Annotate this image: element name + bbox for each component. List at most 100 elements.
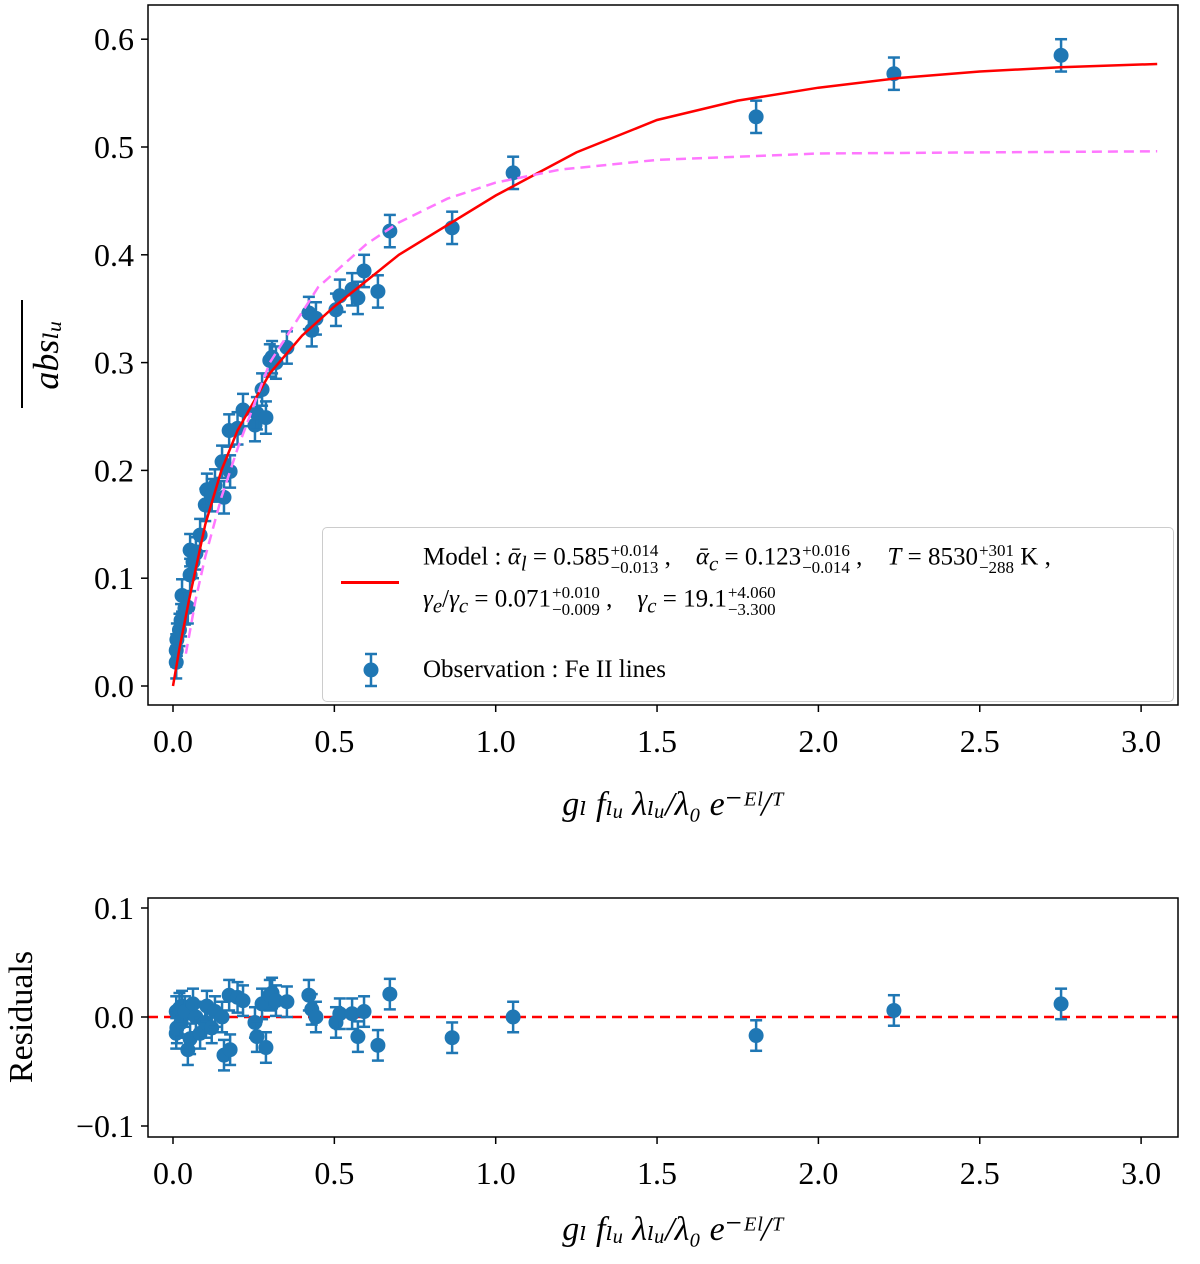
data-point [886, 993, 902, 1027]
gamma-c-sub-ratio: c [458, 593, 469, 618]
data-point [332, 997, 348, 1031]
data-point [258, 400, 274, 435]
x-tick-label: 0.0 [153, 1155, 193, 1191]
data-point [382, 977, 398, 1011]
data-point [350, 1020, 366, 1054]
x-tick-label: 2.5 [960, 723, 1000, 759]
y-tick-label: 0.0 [94, 999, 134, 1035]
data-point [444, 210, 460, 246]
dashed-model-curve [184, 150, 1158, 654]
y-tick-label: 0.4 [94, 237, 134, 273]
alpha-c-value: 0.123 [744, 543, 802, 571]
alpha-l-sub: l [520, 551, 527, 576]
data-point [235, 984, 251, 1018]
point-marker [356, 263, 372, 279]
point-marker [332, 1006, 348, 1022]
point-marker [308, 1009, 324, 1025]
alpha-c-symbol: ᾱ [695, 543, 709, 571]
point-marker [185, 996, 201, 1012]
legend-model-label: Model : [423, 543, 502, 571]
point-marker [268, 993, 284, 1009]
alpha-l-value: 0.585 [553, 543, 610, 571]
gamma-e-symbol: γ [423, 585, 433, 613]
gamma-c-symbol: γ [637, 585, 648, 613]
gamma-c-symbol-ratio: γ [449, 585, 459, 613]
point-marker [1053, 996, 1069, 1012]
y-tick-label: 0.6 [94, 21, 134, 57]
residuals-panel: 0.0 0.5 1.0 1.5 2.0 2.5 3.0 −0.1 0.0 0.1 gₗ fₗᵤ λₗ… [3, 890, 1179, 1248]
legend-model-text: Model : ᾱl = 0.585 +0.014 −0.013 , ᾱc = 0.… [423, 541, 1051, 577]
x-tick-label: 1.0 [476, 723, 516, 759]
data-point [279, 985, 295, 1019]
x-tick-label: 0.0 [153, 723, 193, 759]
data-point [344, 997, 360, 1031]
data-point [370, 274, 386, 309]
point-marker [886, 1002, 902, 1018]
point-marker [222, 1042, 238, 1058]
gamma-c-minus: −3.300 [727, 600, 776, 619]
y-axis-label: absₗᵤ [26, 320, 66, 389]
data-point [444, 1021, 460, 1055]
x-tick-label: 3.0 [1121, 1155, 1161, 1191]
data-point [370, 1028, 386, 1062]
gamma-ratio-value: 0.071 [494, 585, 552, 613]
gamma-ratio-plus: +0.010 [552, 583, 600, 602]
point-marker [505, 1009, 521, 1025]
y-tick-label: 0.3 [94, 345, 134, 381]
point-marker [370, 1037, 386, 1053]
main-panel: 0.0 0.5 1.0 1.5 2.0 2.5 3.0 0.0 0.1 0.2 0.3 0.4 0.5 0… [21, 4, 1179, 823]
x-tick-label: 0.5 [314, 1155, 354, 1191]
data-point [268, 984, 284, 1018]
x-tick-label: 0.5 [314, 723, 354, 759]
data-point [886, 56, 902, 92]
point-marker [350, 290, 366, 306]
x-tick-label: 1.5 [637, 723, 677, 759]
gamma-e-sub: e [432, 593, 443, 618]
point-marker [350, 1029, 366, 1045]
gamma-c-plus: +4.060 [727, 583, 776, 602]
x-tick-label: 2.5 [960, 1155, 1000, 1191]
point-marker [748, 1028, 764, 1044]
y-tick-label: 0.5 [94, 129, 134, 165]
data-point [216, 1038, 232, 1072]
x-tick-label: 1.5 [637, 1155, 677, 1191]
data-point [748, 1019, 764, 1053]
alpha-l-plus: +0.014 [610, 541, 659, 560]
data-point [356, 995, 372, 1029]
t-minus: −288 [978, 558, 1015, 577]
point-marker [1053, 47, 1069, 63]
t-unit: K , [1020, 543, 1051, 571]
y-tick-label: 0.0 [94, 668, 134, 704]
gamma-ratio-minus: −0.009 [552, 600, 600, 619]
data-point [222, 454, 238, 489]
model-curve [171, 62, 1158, 687]
data-point [308, 1000, 324, 1034]
gamma-c-value: 19.1 [683, 585, 727, 613]
x-axis-label: gₗ fₗᵤ λₗᵤ/λ₀ e⁻ᴱˡ/ᵀ [562, 786, 784, 823]
data-point [505, 1000, 521, 1034]
data-point [258, 1031, 274, 1065]
point-marker [214, 1009, 230, 1025]
alpha-l-symbol: ᾱ [507, 543, 521, 571]
legend-observation-label: Observation : Fe II lines [423, 656, 667, 683]
alpha-l-minus: −0.013 [610, 558, 659, 577]
y-tick-label: 0.1 [94, 560, 134, 596]
point-marker [356, 1004, 372, 1020]
point-marker [279, 994, 295, 1010]
legend-model-line [341, 581, 399, 584]
x-tick-label: 3.0 [1121, 723, 1161, 759]
point-marker [258, 1040, 274, 1056]
point-marker [222, 463, 238, 479]
data-point [214, 1000, 230, 1034]
alpha-c-sub: c [708, 551, 719, 576]
y-tick-label: 0.1 [94, 890, 134, 926]
point-marker [382, 986, 398, 1002]
data-point [308, 300, 324, 336]
y-tick-label: −0.1 [76, 1108, 134, 1144]
data-point [222, 1033, 238, 1067]
y-tick-label: 0.2 [94, 452, 134, 488]
y-axis-label: Residuals [3, 951, 40, 1083]
t-value: 8530 [927, 543, 978, 571]
data-point [748, 99, 764, 135]
